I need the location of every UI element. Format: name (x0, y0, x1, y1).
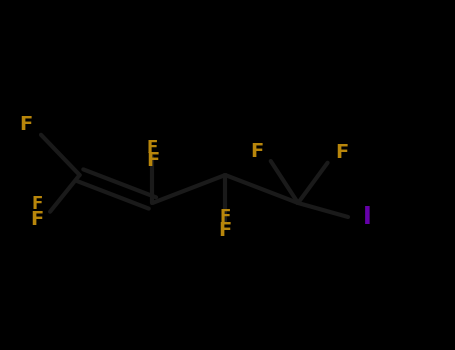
Text: I: I (363, 205, 372, 229)
Text: F: F (250, 142, 264, 161)
Text: F: F (30, 210, 44, 229)
Text: F: F (146, 152, 159, 170)
Text: F: F (147, 139, 158, 157)
Text: F: F (19, 116, 32, 134)
Text: F: F (218, 221, 232, 240)
Text: F: F (31, 195, 43, 213)
Text: F: F (219, 208, 231, 226)
Text: F: F (335, 144, 349, 162)
